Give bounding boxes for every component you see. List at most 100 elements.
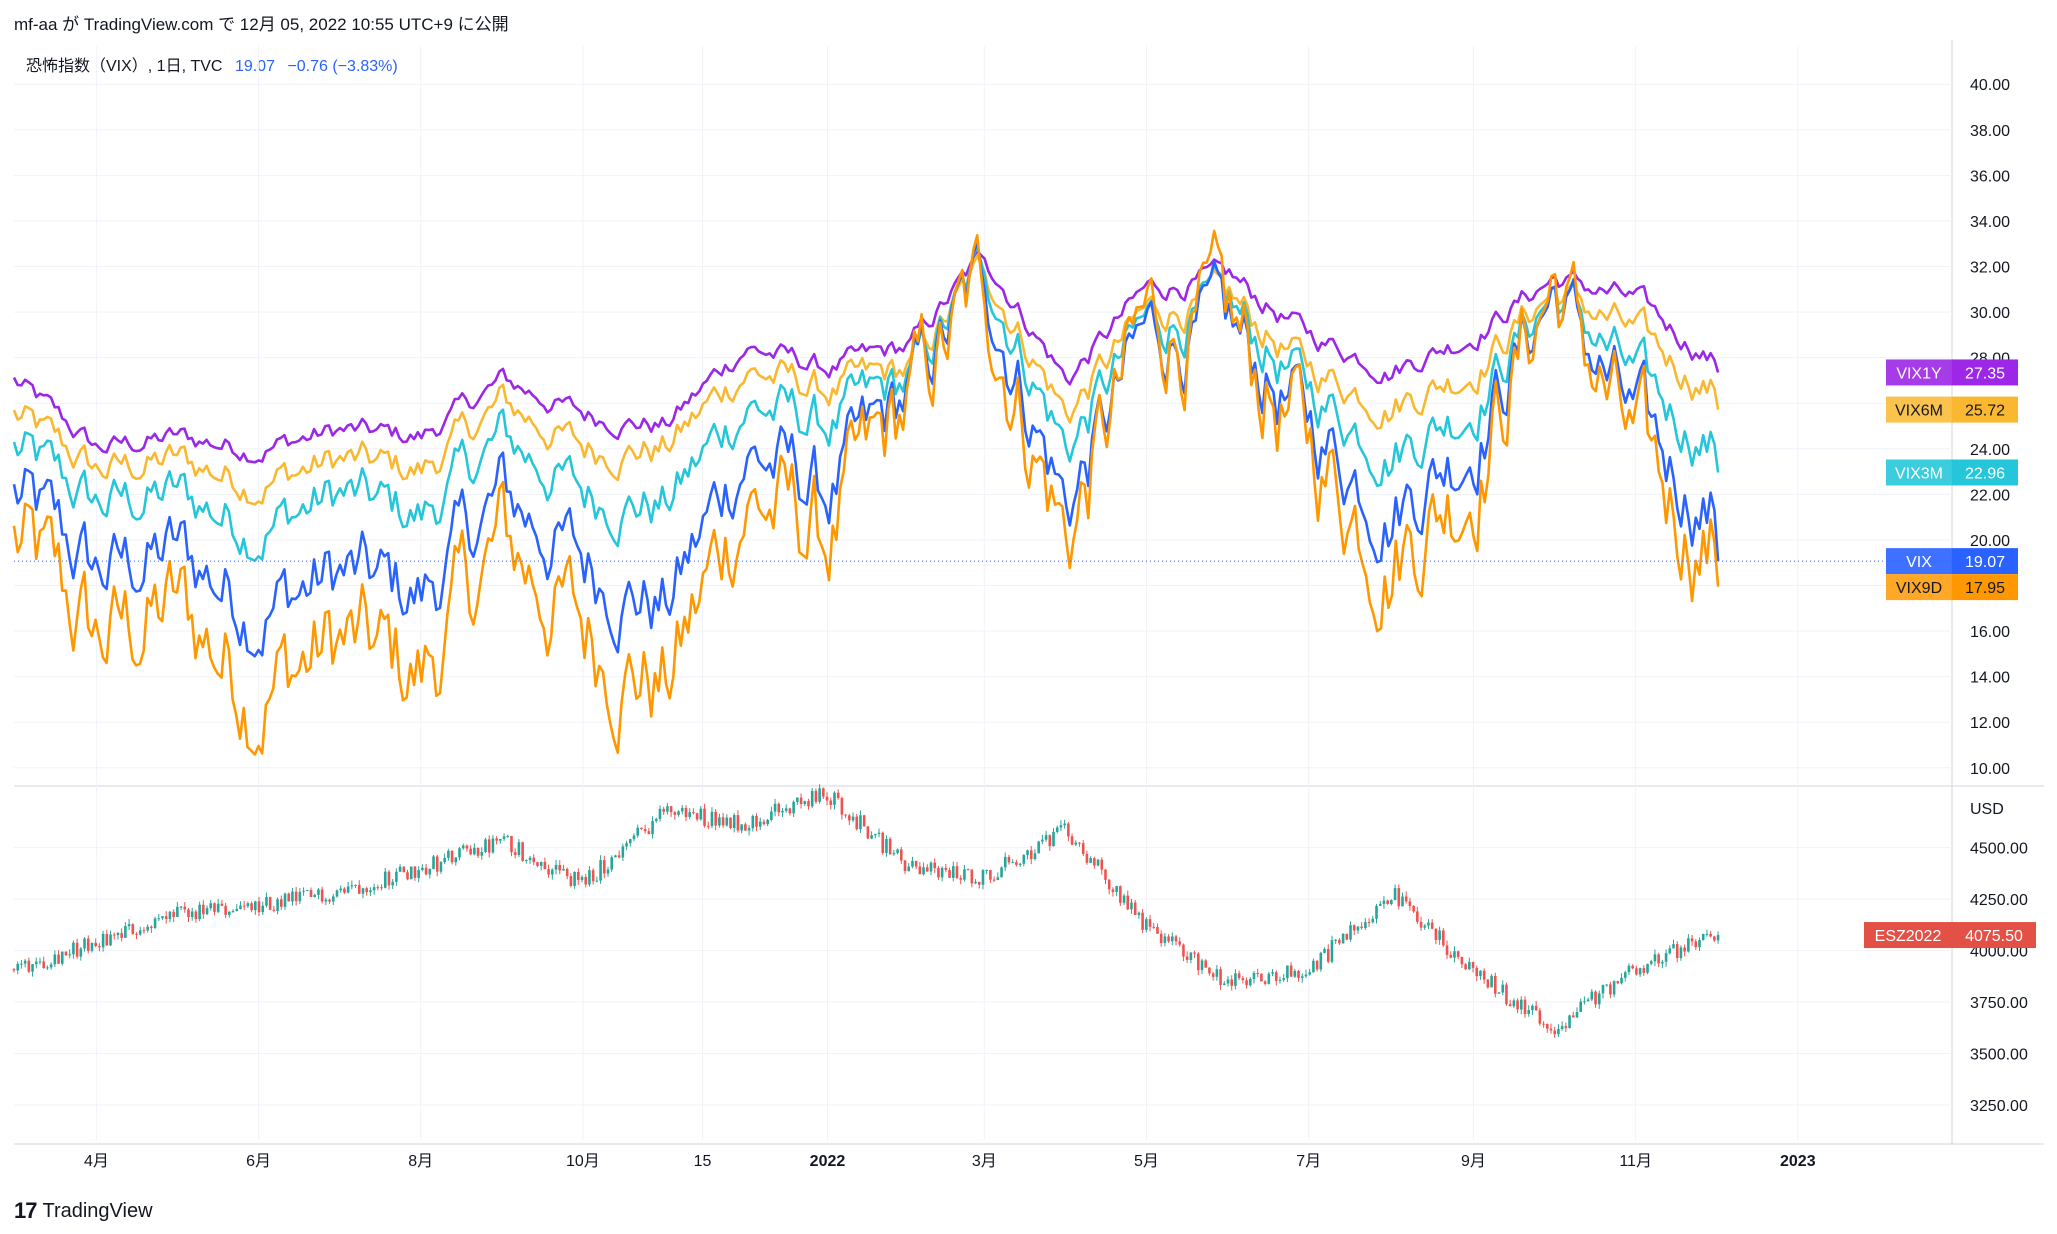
candle bbox=[580, 875, 584, 883]
candle bbox=[907, 863, 911, 872]
candle bbox=[313, 893, 317, 898]
candle bbox=[1586, 997, 1590, 1002]
candle bbox=[502, 833, 506, 842]
candle bbox=[131, 923, 135, 935]
candle bbox=[116, 931, 120, 940]
y-tick-label: 40.00 bbox=[1970, 77, 2010, 94]
candle bbox=[1445, 940, 1449, 959]
candle bbox=[669, 805, 673, 817]
candle bbox=[959, 875, 962, 885]
candle bbox=[595, 876, 599, 883]
candle bbox=[558, 860, 562, 875]
candle bbox=[294, 886, 298, 906]
candle bbox=[1464, 963, 1467, 971]
candle bbox=[1564, 1022, 1568, 1033]
candle bbox=[844, 814, 847, 819]
candle bbox=[46, 965, 49, 970]
candle bbox=[183, 902, 187, 913]
candle bbox=[1490, 974, 1493, 988]
candle bbox=[1208, 967, 1211, 976]
candle bbox=[1304, 969, 1308, 979]
series-last-value: 4075.50 bbox=[1965, 928, 2023, 945]
candle bbox=[955, 861, 959, 879]
candle bbox=[654, 817, 658, 823]
candle bbox=[1360, 922, 1363, 930]
candle bbox=[643, 824, 647, 834]
candle bbox=[1289, 962, 1293, 978]
footer-brand[interactable]: 17 TradingView bbox=[14, 1198, 153, 1224]
candle bbox=[1145, 917, 1148, 933]
candle bbox=[1022, 854, 1026, 867]
candle bbox=[762, 819, 766, 826]
candle bbox=[246, 901, 250, 908]
series-tag-vix9d: VIX9D 17.95 bbox=[1886, 574, 2018, 601]
series-name: VIX1Y bbox=[1896, 365, 1942, 382]
candle bbox=[447, 848, 450, 861]
candle bbox=[1256, 968, 1260, 978]
candle bbox=[1675, 941, 1679, 963]
candle bbox=[1449, 951, 1453, 959]
candle bbox=[966, 868, 970, 871]
candle bbox=[621, 843, 625, 861]
candle bbox=[101, 930, 105, 952]
candle bbox=[1245, 977, 1248, 989]
candle bbox=[1531, 1004, 1534, 1016]
candle bbox=[881, 831, 885, 856]
x-tick-label: 3月 bbox=[972, 1153, 997, 1170]
candle bbox=[1412, 905, 1415, 913]
candle bbox=[1616, 980, 1620, 985]
candle bbox=[1583, 996, 1586, 1005]
candle bbox=[1605, 984, 1608, 987]
candle bbox=[27, 957, 31, 974]
candle bbox=[729, 817, 732, 830]
candle bbox=[187, 907, 190, 923]
series-name: VIX3M bbox=[1895, 465, 1943, 482]
candle bbox=[398, 864, 402, 872]
candle bbox=[1378, 900, 1382, 906]
candle bbox=[432, 855, 435, 870]
candle bbox=[1649, 959, 1653, 966]
candle bbox=[1029, 845, 1033, 865]
candle bbox=[937, 865, 940, 880]
candle bbox=[1594, 990, 1597, 1008]
y-tick-label: 32.00 bbox=[1970, 260, 2010, 277]
candle bbox=[1590, 989, 1594, 1002]
candle bbox=[666, 803, 669, 815]
candle bbox=[1104, 868, 1107, 885]
candle bbox=[755, 813, 758, 832]
candle bbox=[539, 861, 543, 871]
candle bbox=[272, 905, 276, 913]
candle bbox=[1300, 973, 1304, 983]
candle bbox=[64, 951, 68, 956]
x-tick-label: 11月 bbox=[1619, 1153, 1652, 1170]
candle bbox=[1241, 975, 1245, 984]
candle bbox=[1263, 980, 1267, 986]
candle bbox=[98, 943, 101, 952]
symbol-title[interactable]: 恐怖指数（VIX）, 1日, TVC bbox=[26, 58, 223, 75]
candle bbox=[1694, 938, 1698, 950]
candle bbox=[12, 968, 16, 973]
candle bbox=[402, 866, 406, 873]
candle bbox=[421, 864, 424, 872]
candle bbox=[476, 847, 480, 859]
candle bbox=[1419, 916, 1423, 931]
candle bbox=[744, 822, 747, 831]
candle bbox=[1215, 965, 1219, 981]
candle bbox=[157, 913, 161, 922]
candle bbox=[684, 805, 688, 822]
candle bbox=[480, 847, 484, 860]
candle bbox=[231, 909, 235, 913]
candle bbox=[124, 922, 127, 938]
candle bbox=[450, 850, 454, 865]
candle bbox=[1456, 950, 1460, 960]
candle bbox=[848, 813, 851, 826]
candle bbox=[1252, 970, 1256, 984]
candle bbox=[1716, 931, 1720, 944]
candle bbox=[1219, 966, 1222, 991]
candle bbox=[1646, 963, 1649, 975]
y-tick-label: 3750.00 bbox=[1970, 995, 2028, 1012]
candle bbox=[677, 810, 680, 817]
candle bbox=[591, 868, 595, 885]
candle bbox=[254, 900, 257, 915]
